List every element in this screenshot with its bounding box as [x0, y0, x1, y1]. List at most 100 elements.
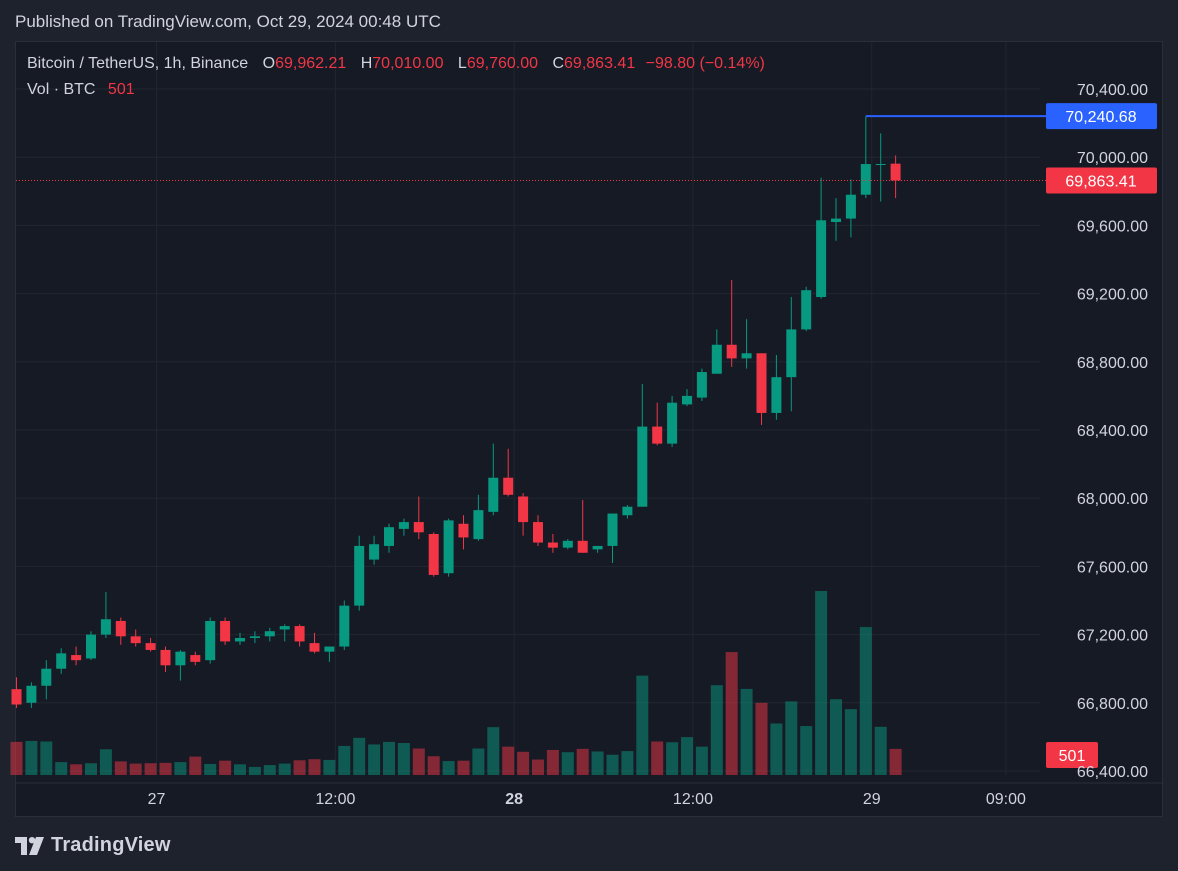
candle-body	[533, 522, 543, 543]
candle-body	[682, 395, 692, 405]
tradingview-logo-icon	[15, 836, 44, 855]
candle-body	[562, 540, 573, 548]
candle-body	[577, 540, 588, 553]
volume-bar	[99, 749, 112, 775]
candle-body	[831, 218, 841, 222]
y-tick-label: 67,200.00	[1077, 628, 1148, 645]
candle-body	[711, 344, 722, 374]
volume-bar	[368, 744, 381, 775]
candle-body	[771, 377, 782, 413]
volume-bar	[666, 742, 679, 775]
y-tick-label: 69,600.00	[1077, 218, 1148, 235]
candle-body	[756, 353, 767, 413]
legend-low: 69,760.00	[466, 55, 539, 72]
volume-bar	[114, 761, 127, 775]
candle-body	[339, 605, 350, 647]
candle-body	[309, 643, 320, 652]
volume-bar	[278, 763, 291, 775]
candle-body	[384, 527, 394, 546]
volume-bar	[40, 741, 53, 775]
x-tick-label: 12:00	[315, 791, 355, 808]
legend-close-label: C	[552, 55, 565, 72]
volume-bar	[55, 762, 68, 775]
volume-bar	[10, 741, 23, 775]
y-tick-label: 66,800.00	[1077, 696, 1148, 713]
volume-bar	[815, 591, 828, 775]
volume-bar	[442, 761, 455, 775]
candle-body	[160, 649, 171, 666]
volume-bar	[636, 675, 649, 775]
y-tick-label: 68,800.00	[1077, 355, 1148, 372]
candle-body	[115, 620, 126, 637]
candle-body	[249, 636, 260, 639]
volume-bar	[725, 652, 738, 775]
candle-body	[860, 164, 871, 195]
candle-body	[130, 636, 141, 644]
y-tick-label: 67,600.00	[1077, 559, 1148, 576]
y-tick-label: 68,000.00	[1077, 491, 1148, 508]
last-price-badge	[1046, 167, 1157, 194]
candle-body	[845, 194, 856, 219]
candle-body	[354, 545, 365, 606]
candle-body	[622, 506, 633, 516]
candle-body	[652, 426, 663, 444]
volume-bar	[412, 748, 425, 775]
candle-body	[26, 685, 37, 703]
candle-body	[428, 534, 439, 575]
candle-body	[324, 646, 335, 652]
candle-body	[816, 220, 827, 298]
candle-body	[518, 496, 529, 523]
candle-body	[503, 477, 514, 495]
candle-body	[279, 626, 290, 630]
candle-body	[458, 523, 469, 538]
price-overlays: 70,240.68 69,863.41 501	[16, 103, 1157, 768]
candle-body	[488, 477, 499, 512]
legend-symbol[interactable]: Bitcoin / TetherUS, 1h, Binance	[27, 55, 249, 72]
price-axis[interactable]: 70,400.00 70,000.00 69,600.00 69,200.00 68,8…	[1077, 82, 1148, 781]
y-tick-label: 68,400.00	[1077, 423, 1148, 440]
x-tick-label: 28	[505, 791, 523, 808]
candle-body	[71, 655, 82, 661]
volume-bar	[502, 746, 515, 775]
legend-open-label: O	[262, 55, 276, 72]
y-tick-label: 70,000.00	[1077, 150, 1148, 167]
volume-bar	[85, 763, 97, 775]
legend-low-label: L	[457, 55, 467, 72]
candle-body	[637, 426, 648, 507]
high-marker-badge	[1046, 103, 1157, 130]
footer-brand-text: TradingView	[51, 834, 171, 856]
volume-bar	[189, 756, 202, 775]
volume-bar	[487, 727, 500, 775]
legend-open: 69,962.21	[275, 55, 347, 72]
chart-frame[interactable]	[15, 41, 1163, 817]
volume-bar	[129, 763, 142, 775]
volume-bar	[457, 760, 470, 775]
candle-body	[264, 631, 275, 637]
volume-bar	[174, 762, 187, 775]
candle-body	[41, 668, 52, 686]
candle-body	[547, 542, 558, 548]
candle-body	[696, 372, 707, 398]
volume-bar	[70, 764, 83, 775]
last-volume-badge	[1046, 742, 1098, 768]
published-caption: Published on TradingView.com, Oct 29, 20…	[15, 12, 441, 31]
candle-body	[11, 689, 22, 705]
volume-bar	[353, 737, 366, 775]
legend-high-label: H	[360, 55, 373, 72]
candle-body	[413, 522, 424, 533]
volume-bar	[621, 751, 634, 775]
volume-bar	[710, 685, 723, 775]
legend-vol-label[interactable]: Vol · BTC	[27, 81, 96, 98]
volume-bar	[844, 709, 857, 775]
volume-bar	[755, 702, 768, 775]
volume-bar	[830, 699, 842, 775]
volume-bar	[874, 726, 887, 775]
candle-body	[56, 653, 67, 669]
time-axis[interactable]: 27 12:00 28 12:00 29 09:00	[16, 782, 1162, 808]
footer-brand[interactable]: TradingView	[15, 834, 171, 857]
volume-bar	[695, 746, 708, 775]
volume-bar	[770, 723, 783, 775]
volume-bar	[576, 748, 589, 775]
candle-body	[801, 290, 812, 330]
